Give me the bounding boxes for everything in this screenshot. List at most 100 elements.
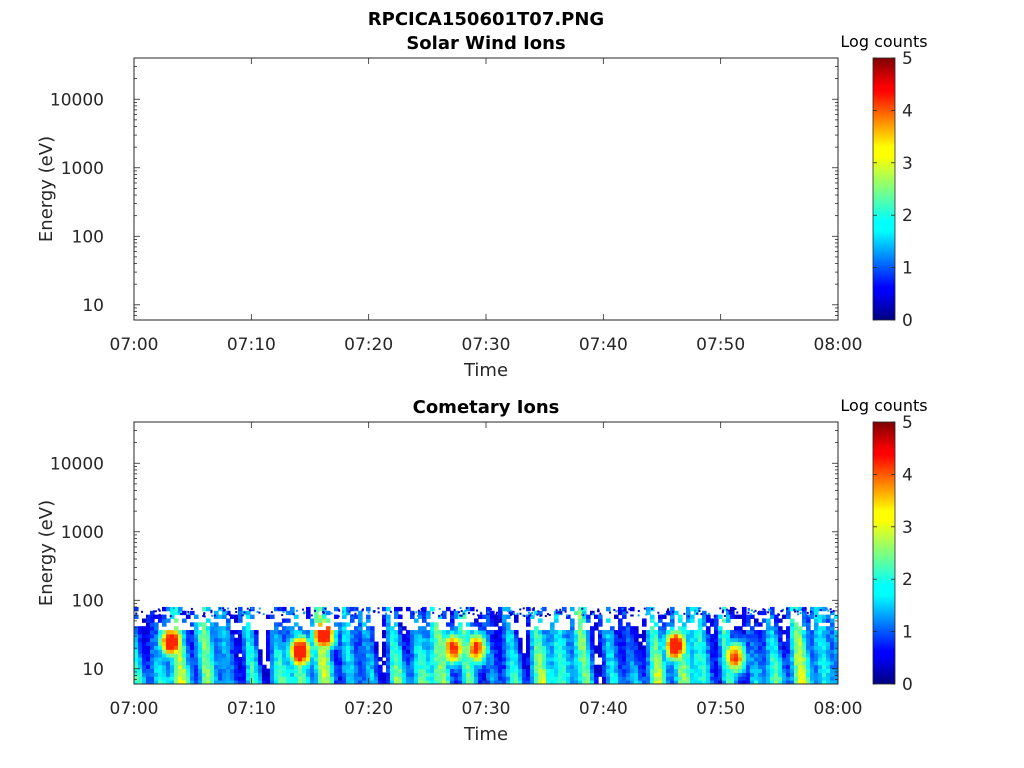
heatmap-cell xyxy=(462,612,465,615)
heatmap-cell xyxy=(330,680,335,684)
heatmap-cell xyxy=(306,610,311,616)
heatmap-cell xyxy=(366,641,371,646)
heatmap-cell xyxy=(354,637,359,643)
heatmap-cell xyxy=(198,668,203,673)
heatmap-cell xyxy=(578,641,583,646)
heatmap-cell xyxy=(658,618,663,623)
heatmap-cell xyxy=(750,613,753,616)
heatmap-cell xyxy=(490,618,495,623)
heatmap-cell xyxy=(358,633,363,639)
heatmap-cell xyxy=(734,630,739,635)
heatmap-cell xyxy=(594,649,599,654)
heatmap-cell xyxy=(398,653,403,658)
heatmap-cell xyxy=(738,637,743,643)
heatmap-cell xyxy=(622,614,627,619)
heatmap-cell xyxy=(532,608,535,611)
heatmap-cell xyxy=(726,633,731,639)
heatmap-cell xyxy=(213,614,216,617)
heatmap-cell xyxy=(386,641,391,646)
heatmap-cell xyxy=(458,672,463,677)
heatmap-cell xyxy=(532,607,535,610)
heatmap-cell xyxy=(390,653,395,658)
heatmap-cell xyxy=(734,657,739,662)
heatmap-cell xyxy=(822,676,827,681)
heatmap-cell xyxy=(266,653,271,658)
heatmap-cell xyxy=(646,633,651,639)
heatmap-cell xyxy=(446,672,451,677)
heatmap-cell xyxy=(498,668,503,673)
heatmap-cell xyxy=(626,633,631,639)
heatmap-cell xyxy=(266,668,271,673)
heatmap-cell xyxy=(494,645,499,650)
heatmap-cell xyxy=(406,672,411,677)
heatmap-cell xyxy=(538,668,543,673)
heatmap-cell xyxy=(590,626,595,631)
heatmap-cell xyxy=(418,626,423,631)
heatmap-cell xyxy=(406,630,411,635)
heatmap-cell xyxy=(322,606,327,612)
heatmap-cell xyxy=(558,680,563,684)
heatmap-cell xyxy=(150,626,155,631)
heatmap-cell xyxy=(210,660,215,666)
heatmap-cell xyxy=(582,630,587,635)
heatmap-cell xyxy=(350,653,355,658)
heatmap-cell xyxy=(342,610,345,613)
heatmap-cell xyxy=(378,672,383,677)
heatmap-cell xyxy=(794,657,799,662)
heatmap-cell xyxy=(798,676,803,681)
heatmap-cell xyxy=(590,630,595,635)
heatmap-cell xyxy=(746,618,751,623)
heatmap-cell xyxy=(666,633,671,639)
heatmap-cell xyxy=(158,672,163,677)
heatmap-cell xyxy=(438,614,443,619)
heatmap-cell xyxy=(662,649,667,654)
heatmap-cell xyxy=(642,630,647,635)
heatmap-cell xyxy=(706,664,711,670)
heatmap-cell xyxy=(203,612,206,615)
heatmap-cell xyxy=(550,633,555,639)
heatmap-cell xyxy=(382,633,387,639)
heatmap-cell xyxy=(410,649,415,654)
heatmap-cell xyxy=(602,680,607,684)
heatmap-cell xyxy=(598,637,603,643)
heatmap-cell xyxy=(326,668,331,673)
heatmap-cell xyxy=(242,676,247,681)
heatmap-cell xyxy=(238,668,243,673)
heatmap-cell xyxy=(134,626,139,631)
heatmap-cell xyxy=(202,641,207,646)
heatmap-cell xyxy=(222,672,227,677)
heatmap-cell xyxy=(722,672,727,677)
heatmap-cell xyxy=(686,606,691,612)
heatmap-cell xyxy=(402,626,407,631)
heatmap-cell xyxy=(450,641,455,646)
heatmap-cell xyxy=(150,645,155,650)
heatmap-cell xyxy=(350,680,355,684)
heatmap-cell xyxy=(754,633,759,639)
heatmap-cell xyxy=(554,641,559,646)
heatmap-cell xyxy=(390,664,395,670)
heatmap-cell xyxy=(174,626,179,631)
heatmap-cell xyxy=(258,611,261,614)
heatmap-cell xyxy=(806,614,811,619)
heatmap-cell xyxy=(742,672,747,677)
heatmap-cell xyxy=(682,680,687,684)
heatmap-cell xyxy=(654,641,659,646)
heatmap-cell xyxy=(166,676,171,681)
heatmap-cell xyxy=(578,626,583,631)
heatmap-cell xyxy=(594,626,599,631)
heatmap-cell xyxy=(830,660,835,666)
heatmap-cell xyxy=(314,672,319,677)
heatmap-cell xyxy=(502,672,507,677)
heatmap-cell xyxy=(338,637,343,643)
heatmap-cell xyxy=(426,668,431,673)
heatmap-cell xyxy=(466,633,471,639)
heatmap-cell xyxy=(454,680,459,684)
heatmap-cell xyxy=(498,676,503,681)
heatmap-cell xyxy=(362,633,367,639)
heatmap-cell xyxy=(290,633,295,639)
heatmap-cell xyxy=(412,612,415,615)
heatmap-cell xyxy=(370,637,375,643)
heatmap-cell xyxy=(222,676,227,681)
heatmap-cell xyxy=(462,641,467,646)
heatmap-cell xyxy=(626,664,631,670)
